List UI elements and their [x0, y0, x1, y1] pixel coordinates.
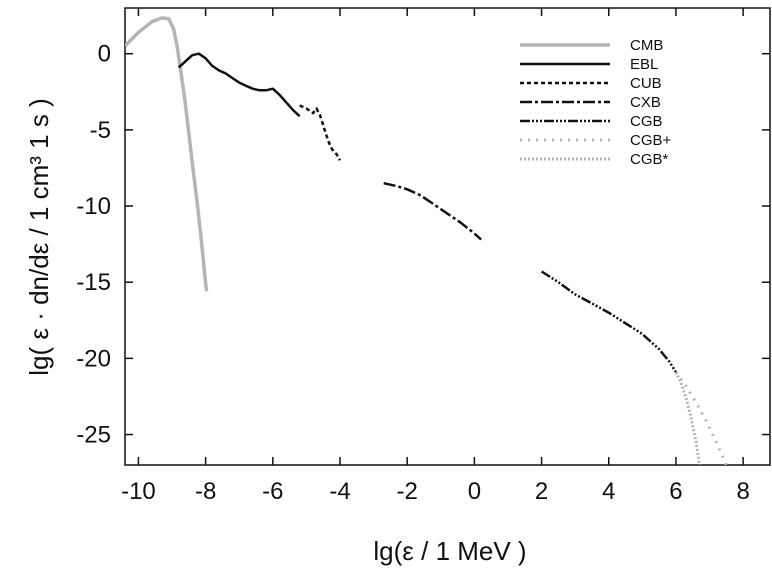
x-axis-label: lg(ε / 1 MeV ) — [373, 536, 526, 566]
x-tick-label: 0 — [468, 478, 481, 505]
x-tick-label: 8 — [736, 478, 749, 505]
x-tick-label: -10 — [121, 478, 156, 505]
x-tick-label: 6 — [669, 478, 682, 505]
legend: CMB EBL CUB CXB CGB CGB+ CGB* — [520, 37, 672, 168]
y-tick-label: 0 — [98, 41, 111, 68]
series-line-cgb- — [674, 371, 701, 465]
series-line-cgb- — [674, 371, 728, 465]
x-tick-label: 2 — [535, 478, 548, 505]
y-tick-label: -20 — [76, 345, 111, 372]
y-tick-label: -5 — [90, 117, 111, 144]
legend-label: CGB — [630, 113, 663, 130]
y-tick-label: -15 — [76, 269, 111, 296]
x-tick-label: -2 — [397, 478, 418, 505]
y-tick-label: -10 — [76, 193, 111, 220]
series-line-cub — [299, 104, 342, 161]
series-line-ebl — [177, 52, 301, 118]
x-axis: -10 -8 -6 -4 -2 0 2 4 6 8 — [121, 8, 750, 505]
y-tick-label: -25 — [76, 422, 111, 449]
y-axis-label: lg( ε · dn/dε / 1 cm³ 1 s ) — [24, 98, 54, 375]
legend-label: CUB — [630, 75, 662, 92]
x-tick-label: -6 — [262, 478, 283, 505]
x-tick-label: 4 — [602, 478, 615, 505]
y-axis: 0 -5 -10 -15 -20 -25 — [76, 41, 770, 449]
legend-label: EBL — [630, 56, 658, 73]
legend-label: CXB — [630, 94, 661, 111]
series-line-cxb — [383, 181, 482, 241]
plot-area — [125, 16, 728, 465]
legend-label: CGB+ — [630, 132, 672, 149]
legend-label: CGB* — [630, 151, 669, 168]
series-line-cmb — [125, 16, 209, 292]
legend-label: CMB — [630, 37, 663, 54]
series-line-cgb — [540, 270, 677, 373]
x-tick-label: -4 — [329, 478, 350, 505]
plot-frame — [124, 7, 771, 466]
x-tick-label: -8 — [195, 478, 216, 505]
